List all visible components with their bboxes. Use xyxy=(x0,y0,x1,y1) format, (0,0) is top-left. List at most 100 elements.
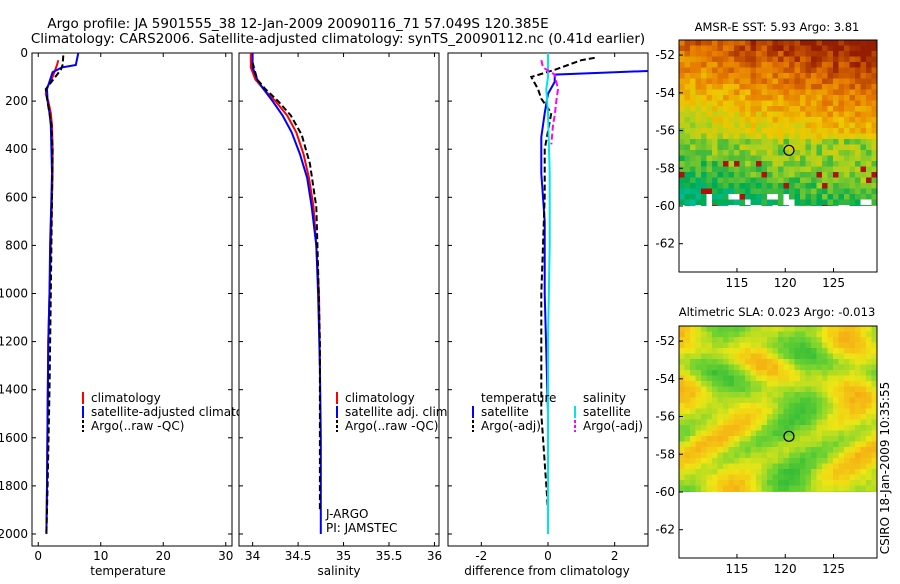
heatmap-cell xyxy=(717,491,724,492)
heatmap-cell xyxy=(761,342,768,349)
heatmap-cell xyxy=(695,348,702,354)
heatmap-cell xyxy=(734,331,740,338)
heatmap-cell xyxy=(723,183,729,189)
y-tick-label: 1600 xyxy=(0,431,28,445)
heatmap-cell xyxy=(800,183,806,189)
heatmap-cell xyxy=(734,150,740,156)
heatmap-cell xyxy=(805,392,812,398)
heatmap-cell xyxy=(871,370,878,376)
heatmap-cell xyxy=(860,452,867,459)
heatmap-cell xyxy=(739,326,746,332)
heatmap-cell xyxy=(800,84,806,90)
heatmap-cell xyxy=(728,161,735,167)
heatmap-cell xyxy=(833,381,839,387)
heatmap-cell xyxy=(783,359,790,365)
heatmap-cell xyxy=(778,56,784,63)
heatmap-cell xyxy=(761,480,768,486)
heatmap-cell xyxy=(761,40,768,46)
heatmap-cell xyxy=(811,139,817,145)
heatmap-cell xyxy=(767,111,773,118)
heatmap-cell xyxy=(739,155,746,162)
heatmap-cell xyxy=(849,408,856,415)
heatmap-cell xyxy=(849,183,856,189)
heatmap-cell xyxy=(756,474,762,481)
heatmap-cell xyxy=(866,359,872,365)
y-tick-label: 1200 xyxy=(0,335,28,349)
heatmap-cell xyxy=(866,392,872,398)
heatmap-cell xyxy=(844,122,850,129)
heatmap-cell xyxy=(728,122,735,129)
heatmap-cell xyxy=(849,337,856,343)
heatmap-cell xyxy=(712,430,718,437)
heatmap-cell xyxy=(723,73,729,79)
heatmap-cell xyxy=(761,73,768,79)
heatmap-cell xyxy=(772,183,779,189)
heatmap-cell xyxy=(778,392,784,398)
heatmap-cell xyxy=(756,67,762,74)
heatmap-cell xyxy=(827,331,834,338)
heatmap-cell xyxy=(783,84,790,90)
heatmap-cell xyxy=(712,364,718,371)
heatmap-cell xyxy=(745,111,751,118)
heatmap-cell xyxy=(772,326,779,332)
heatmap-cell xyxy=(706,133,713,140)
heatmap-cell xyxy=(838,122,845,129)
heatmap-cell xyxy=(866,463,872,470)
heatmap-cell xyxy=(679,485,685,492)
heatmap-cell xyxy=(723,441,729,448)
heatmap-cell xyxy=(860,419,867,426)
x-tick-label: 0 xyxy=(544,549,552,563)
heatmap-cell xyxy=(833,458,839,464)
heatmap-cell xyxy=(701,337,707,343)
heatmap-cell xyxy=(783,419,790,426)
heatmap-cell xyxy=(706,370,713,376)
heatmap-cell xyxy=(679,139,685,145)
heatmap-cell xyxy=(767,485,773,492)
heatmap-cell xyxy=(855,111,861,118)
heatmap-cell xyxy=(827,89,834,96)
heatmap-cell xyxy=(778,183,784,189)
heatmap-cell xyxy=(723,40,729,46)
heatmap-cell xyxy=(805,353,812,360)
heatmap-cell xyxy=(860,194,867,200)
heatmap-cell xyxy=(794,89,801,96)
heatmap-cell xyxy=(800,155,806,162)
heatmap-cell xyxy=(855,150,861,156)
heatmap-cell xyxy=(849,397,856,404)
heatmap-cell xyxy=(871,408,878,415)
heatmap-cell xyxy=(712,331,718,338)
heatmap-cell xyxy=(695,403,702,409)
heatmap-cell xyxy=(745,326,751,332)
heatmap-cell xyxy=(690,425,696,431)
heatmap-cell xyxy=(866,111,872,118)
heatmap-cell xyxy=(717,100,724,107)
heatmap-cell xyxy=(838,342,845,349)
heatmap-cell xyxy=(838,425,845,431)
heatmap-cell xyxy=(684,194,691,200)
heatmap-cell xyxy=(844,441,850,448)
heatmap-cell xyxy=(789,111,795,118)
heatmap-cell xyxy=(712,370,718,376)
heatmap-cell xyxy=(690,106,696,112)
heatmap-cell xyxy=(772,40,779,46)
heatmap-cell xyxy=(833,89,839,96)
heatmap-cell xyxy=(772,62,779,68)
heatmap-cell xyxy=(838,155,845,162)
heatmap-cell xyxy=(706,469,713,475)
heatmap-cell xyxy=(734,342,740,349)
heatmap-cell xyxy=(761,359,768,365)
heatmap-cell xyxy=(789,51,795,57)
heatmap-cell xyxy=(745,155,751,162)
heatmap-cell xyxy=(706,348,713,354)
heatmap-cell xyxy=(767,144,773,151)
heatmap-cell xyxy=(701,133,707,140)
heatmap-cell xyxy=(778,205,784,206)
heatmap-cell xyxy=(805,375,812,382)
heatmap-cell xyxy=(690,161,696,167)
heatmap-cell xyxy=(690,100,696,107)
heatmap-cell xyxy=(789,419,795,426)
heatmap-cell xyxy=(866,144,872,151)
heatmap-cell xyxy=(734,430,740,437)
heatmap-cell xyxy=(805,177,812,184)
heatmap-cell xyxy=(816,106,823,112)
